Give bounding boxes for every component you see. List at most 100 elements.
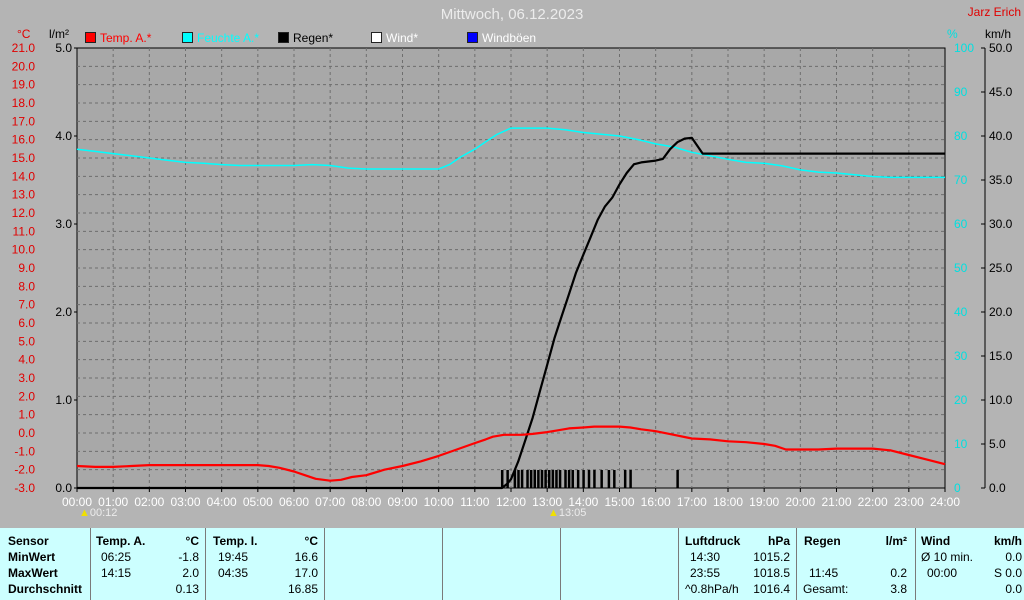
rain-max-value: 0.2: [890, 566, 907, 580]
temp-tick-label: 20.0: [12, 59, 36, 73]
wind-tick-label: 0.0: [989, 481, 1006, 495]
time-tick-label: 11:00: [460, 495, 489, 509]
legend-swatch: [182, 32, 193, 43]
temp-tick-label: 0.0: [18, 426, 35, 440]
temp-a-header: Temp. A.: [96, 534, 146, 548]
legend-label: Temp. A.*: [100, 31, 152, 45]
rain-tick-label: 3.0: [55, 217, 72, 231]
legend-swatch: [278, 32, 289, 43]
rain-bar: [551, 470, 555, 488]
rain-bar: [558, 470, 562, 488]
series-line-temp: [76, 425, 946, 482]
sunrise-icon: ▲: [79, 507, 90, 519]
temp-i-min-time: 19:45: [218, 550, 249, 564]
pressure-max-time: 23:55: [690, 566, 721, 580]
rain-header: Regen: [804, 534, 841, 548]
rain-bar: [526, 470, 529, 488]
rain-max-time: 11:45: [809, 566, 839, 580]
legend-item-gusts: Windböen: [467, 31, 536, 45]
credit-label: Jarz Erich: [967, 5, 1021, 19]
temp-tick-label: 18.0: [12, 96, 36, 110]
rain-bar: [567, 470, 571, 488]
temp-a-unit: °C: [185, 534, 199, 548]
temp-tick-label: 5.0: [18, 334, 35, 348]
humidity-tick-label: 0: [954, 481, 961, 495]
time-tick-label: 07:00: [315, 495, 345, 509]
row-label-avg: Durchschnitt: [8, 582, 83, 596]
temp-tick-label: 3.0: [18, 371, 35, 385]
row-label-max: MaxWert: [8, 566, 58, 580]
series-lines: [76, 127, 946, 490]
humidity-tick-label: 80: [954, 129, 968, 143]
rain-bar: [607, 470, 611, 488]
wind-tick-label: 15.0: [989, 349, 1013, 363]
time-tick-label: 21:00: [821, 495, 851, 509]
temp-i-column: Temp. I. °C 19:45 04:35 16.6 17.0 16.85: [205, 528, 324, 600]
rain-unit-label: l/m²: [885, 534, 907, 548]
pressure-min-value: 1015.2: [753, 550, 790, 564]
empty-column-1: [324, 528, 442, 600]
rain-bar: [676, 470, 679, 488]
rain-bar: [593, 470, 596, 488]
wind-tick-label: 50.0: [989, 41, 1013, 55]
chart-title: Mittwoch, 06.12.2023: [440, 6, 584, 23]
rain-bars: [500, 470, 679, 488]
legend-label: Feuchte A.*: [197, 31, 260, 45]
empty-column-2: [442, 528, 560, 600]
rain-bar: [613, 470, 616, 488]
time-tick-label: 23:00: [894, 495, 924, 509]
time-tick-label: 02:00: [134, 495, 164, 509]
temp-tick-label: -1.0: [14, 444, 35, 458]
legend-item-wind: Wind*: [371, 31, 418, 45]
time-tick-label: 06:00: [279, 495, 309, 509]
legend-item-rain: Regen*: [278, 31, 333, 45]
temp-a-max-value: 2.0: [182, 566, 199, 580]
wind-avg-label: Ø 10 min.: [921, 550, 974, 564]
humidity-tick-label: 10: [954, 437, 968, 451]
empty-column-3: [560, 528, 678, 600]
temp-tick-label: 10.0: [12, 243, 36, 257]
humidity-tick-label: 50: [954, 261, 968, 275]
temp-i-unit: °C: [304, 534, 318, 548]
row-label-min: MinWert: [8, 550, 56, 564]
rain-axis: 5.0 4.0 3.0 2.0 1.0 0.0: [55, 41, 77, 495]
wind-min-value: 0.0: [1005, 550, 1022, 564]
time-tick-label: 01:00: [98, 495, 128, 509]
wind-max-value: S 0.0: [993, 566, 1022, 580]
wind-avg-value: 0.0: [1005, 582, 1022, 596]
rain-bar: [629, 470, 632, 488]
sensor-header: Sensor: [8, 534, 49, 548]
humidity-tick-label: 30: [954, 349, 968, 363]
temp-tick-label: 11.0: [13, 224, 36, 238]
wind-max-time: 00:00: [927, 566, 958, 580]
rain-bar: [520, 470, 524, 488]
wind-tick-label: 20.0: [989, 305, 1013, 319]
rain-bar: [576, 470, 580, 488]
time-tick-label: 05:00: [243, 495, 273, 509]
wind-tick-label: 10.0: [989, 393, 1013, 407]
temp-tick-label: 21.0: [12, 41, 36, 55]
temp-tick-label: 16.0: [12, 133, 36, 147]
temp-axis: 21.0 20.0 19.0 18.0 17.0 16.0 15.0 14.0 13.0 12.0…: [12, 41, 36, 495]
rain-bar: [529, 470, 533, 488]
time-tick-label: 19:00: [749, 495, 779, 509]
time-tick-label: 20:00: [785, 495, 815, 509]
pressure-column: Luftdruck hPa 14:30 23:55 ^0.8hPa/h 1015…: [678, 528, 796, 600]
rain-bar: [540, 470, 544, 488]
rain-bar: [513, 470, 517, 488]
time-tick-label: 03:00: [170, 495, 200, 509]
legend-label: Wind*: [386, 31, 419, 45]
rain-unit: l/m²: [49, 27, 69, 41]
wind-unit-label: km/h: [993, 534, 1022, 548]
rain-total-value: 3.8: [890, 582, 907, 596]
time-tick-label: 04:00: [207, 495, 237, 509]
sensor-column: Sensor MinWert MaxWert Durchschnitt: [0, 528, 90, 600]
time-tick-label: 15:00: [604, 495, 634, 509]
temp-tick-label: 19.0: [12, 78, 36, 92]
series-line-rain: [77, 136, 945, 490]
wind-axis: 50.0 45.0 40.0 35.0 30.0 25.0 20.0 15.0 10.0 5.0 0…: [981, 41, 1013, 495]
rain-bar: [587, 470, 591, 488]
stats-table: Sensor MinWert MaxWert Durchschnitt Temp…: [0, 528, 1024, 600]
pressure-avg-value: 1016.4: [753, 582, 790, 596]
